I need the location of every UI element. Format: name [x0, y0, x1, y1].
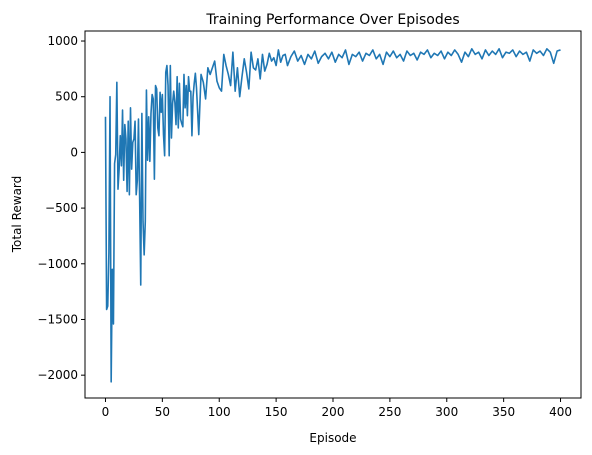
- series-line: [104, 48, 561, 383]
- x-tick-label: 300: [435, 405, 458, 419]
- x-tick-label: 400: [549, 405, 572, 419]
- x-axis-label: Episode: [309, 431, 356, 445]
- y-tick-label: −500: [45, 201, 78, 215]
- x-tick-label: 150: [265, 405, 288, 419]
- y-tick-label: 1000: [47, 34, 78, 48]
- x-tick-label: 200: [322, 405, 345, 419]
- y-axis-ticks: −2000 −1500 −1000 −500 0 500 1000: [37, 34, 85, 382]
- x-tick-label: 350: [492, 405, 515, 419]
- y-tick-label: 0: [70, 145, 78, 159]
- y-tick-label: 500: [55, 90, 78, 104]
- chart-title: Training Performance Over Episodes: [205, 12, 459, 28]
- y-tick-label: −1000: [37, 257, 78, 271]
- y-tick-label: −1500: [37, 312, 78, 326]
- x-tick-label: 250: [378, 405, 401, 419]
- x-tick-label: 0: [102, 405, 110, 419]
- y-axis-label: Total Reward: [10, 176, 24, 254]
- x-tick-label: 100: [208, 405, 231, 419]
- x-tick-label: 50: [155, 405, 170, 419]
- y-tick-label: −2000: [37, 368, 78, 382]
- x-axis-ticks: 0 50 100 150 200 250 300 350 400: [102, 398, 572, 419]
